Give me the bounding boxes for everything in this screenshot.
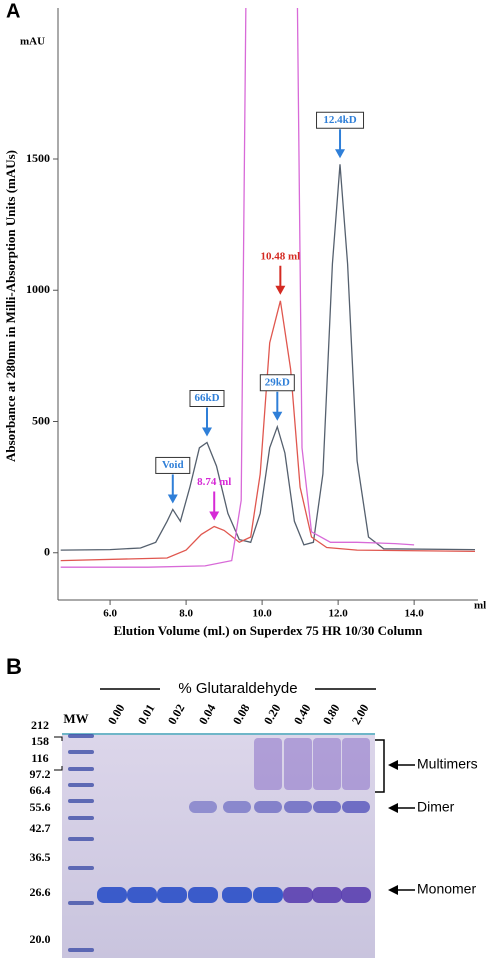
- y-unit: mAU: [20, 36, 45, 48]
- band-arrowhead: [388, 760, 398, 770]
- dimer-band: [342, 801, 370, 813]
- marker-bracket: [54, 736, 63, 771]
- band-label: Dimer: [417, 799, 455, 815]
- lane-label: 0.00: [105, 702, 128, 727]
- marker-label: 212: [31, 718, 49, 732]
- marker-label: 116: [31, 751, 48, 765]
- annotation-box: [259, 374, 295, 392]
- dimer-band: [223, 801, 251, 813]
- dimer-band: [313, 801, 341, 813]
- multimer-band: [254, 738, 282, 790]
- monomer-band: [253, 887, 283, 903]
- annotation-arrowhead: [201, 427, 212, 437]
- annotation-arrowhead: [167, 494, 178, 504]
- marker-band: [68, 734, 94, 738]
- annotation: 12.4kD: [323, 114, 356, 126]
- lane-label: 0.02: [165, 702, 188, 727]
- lane-label: 0.40: [291, 702, 314, 727]
- x-tick-label: 8.0: [179, 608, 193, 620]
- annotation: 10.48 ml: [260, 250, 300, 262]
- lane-label: 0.80: [320, 702, 343, 727]
- x-tick-label: 14.0: [405, 608, 425, 620]
- annotation-arrowhead: [335, 149, 346, 159]
- annotation-box: [316, 111, 365, 129]
- y-tick-label: 1000: [26, 282, 50, 296]
- monomer-band: [222, 887, 252, 903]
- monomer-band: [127, 887, 157, 903]
- marker-band: [68, 783, 94, 787]
- x-tick-label: 10.0: [252, 608, 272, 620]
- annotation: 29kD: [265, 376, 290, 388]
- annotation: 8.74 ml: [197, 476, 231, 488]
- annotation-arrowhead: [275, 285, 286, 295]
- marker-label: 20.0: [30, 932, 51, 946]
- marker-band: [68, 866, 94, 870]
- gel-title: % Glutaraldehyde: [178, 680, 297, 697]
- multimer-band: [342, 738, 370, 790]
- marker-label: 36.5: [30, 850, 51, 864]
- marker-band: [68, 948, 94, 952]
- series-group: [60, 8, 476, 568]
- monomer-band: [188, 887, 218, 903]
- x-tick-label: 12.0: [329, 608, 349, 620]
- gel: [62, 733, 375, 958]
- lane-label: 2.00: [349, 702, 372, 727]
- y-tick-label: 0: [44, 545, 50, 559]
- marker-label: 55.6: [30, 800, 51, 814]
- lane-label: 0.04: [196, 702, 219, 727]
- series-line: [60, 300, 476, 562]
- annotation: Void: [162, 459, 184, 471]
- dimer-band: [284, 801, 312, 813]
- marker-band: [68, 767, 94, 771]
- marker-band: [68, 799, 94, 803]
- annotation-arrowhead: [209, 511, 220, 521]
- dimer-band: [254, 801, 282, 813]
- series-line: [60, 8, 415, 568]
- marker-label: 97.2: [30, 767, 51, 781]
- lane-label: 0.08: [230, 702, 253, 727]
- dimer-band: [189, 801, 217, 813]
- x-unit: ml: [474, 600, 486, 612]
- monomer-band: [341, 887, 371, 903]
- x-axis-label: Elution Volume (ml.) on Superdex 75 HR 1…: [114, 623, 424, 638]
- x-tick-label: 6.0: [103, 608, 117, 620]
- monomer-band: [312, 887, 342, 903]
- lane-label: 0.01: [135, 702, 158, 727]
- annotation-arrowhead: [272, 411, 283, 421]
- annotation-box: [155, 456, 191, 474]
- marker-band: [68, 750, 94, 754]
- marker-label: 66.4: [30, 783, 51, 797]
- marker-label: 158: [31, 734, 49, 748]
- band-arrowhead: [388, 885, 398, 895]
- monomer-band: [157, 887, 187, 903]
- bracket: [375, 739, 385, 793]
- marker-band: [68, 837, 94, 841]
- plot: 0 500 1000 1500 6.0 8.0 10.0 12.0 14.0 Void 66kD 29…: [26, 8, 476, 620]
- panel-label: A: [6, 0, 20, 22]
- panel-label: B: [6, 654, 22, 679]
- marker-label: 42.7: [30, 821, 51, 835]
- marker-label: 26.6: [30, 885, 51, 899]
- series-line: [60, 164, 476, 551]
- marker-band: [68, 816, 94, 820]
- band-label: Monomer: [417, 881, 476, 897]
- annotation: 66kD: [194, 392, 219, 404]
- y-axis-label: Absorbance at 280nm in Milli-Absorption …: [3, 150, 18, 462]
- y-tick-label: 1500: [26, 151, 50, 165]
- multimer-band: [284, 738, 312, 790]
- multimer-band: [313, 738, 341, 790]
- y-tick-label: 500: [32, 413, 50, 427]
- lane-label: MW: [63, 711, 88, 726]
- band-arrowhead: [388, 803, 398, 813]
- marker-band: [68, 901, 94, 905]
- monomer-band: [283, 887, 313, 903]
- lane-label: 0.20: [261, 702, 284, 727]
- annotation-box: [189, 390, 225, 407]
- band-label: Multimers: [417, 756, 478, 772]
- monomer-band: [97, 887, 127, 903]
